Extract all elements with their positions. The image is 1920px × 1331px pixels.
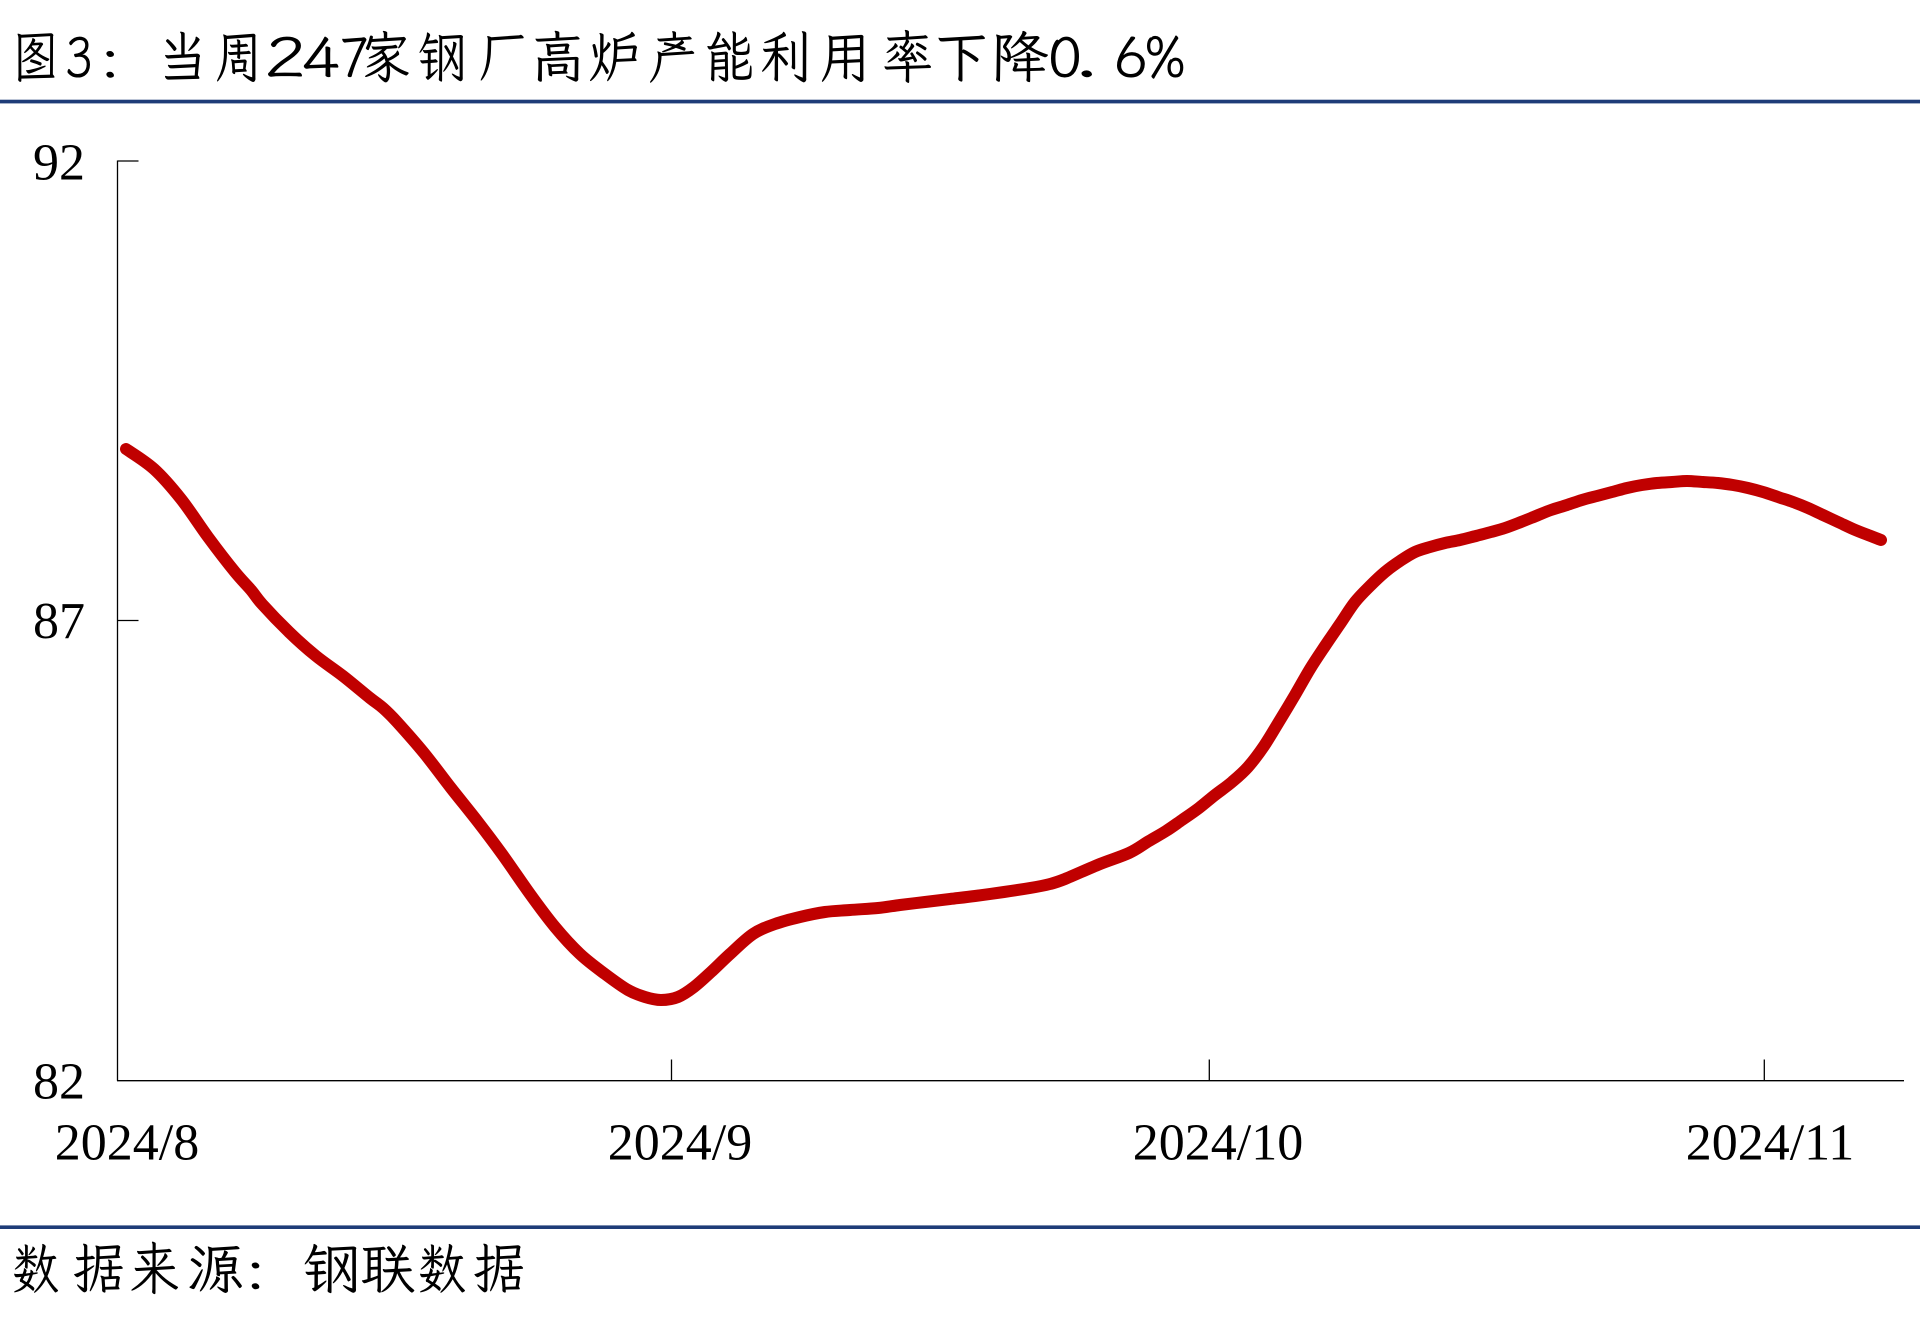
svg-text:2024/11: 2024/11: [1686, 1114, 1855, 1171]
svg-text:2024/10: 2024/10: [1133, 1114, 1303, 1171]
svg-text:2024/9: 2024/9: [608, 1114, 752, 1171]
svg-text:87: 87: [33, 593, 85, 650]
svg-text:92: 92: [33, 135, 85, 192]
svg-text:2024/8: 2024/8: [55, 1114, 199, 1171]
svg-text:82: 82: [33, 1054, 85, 1111]
